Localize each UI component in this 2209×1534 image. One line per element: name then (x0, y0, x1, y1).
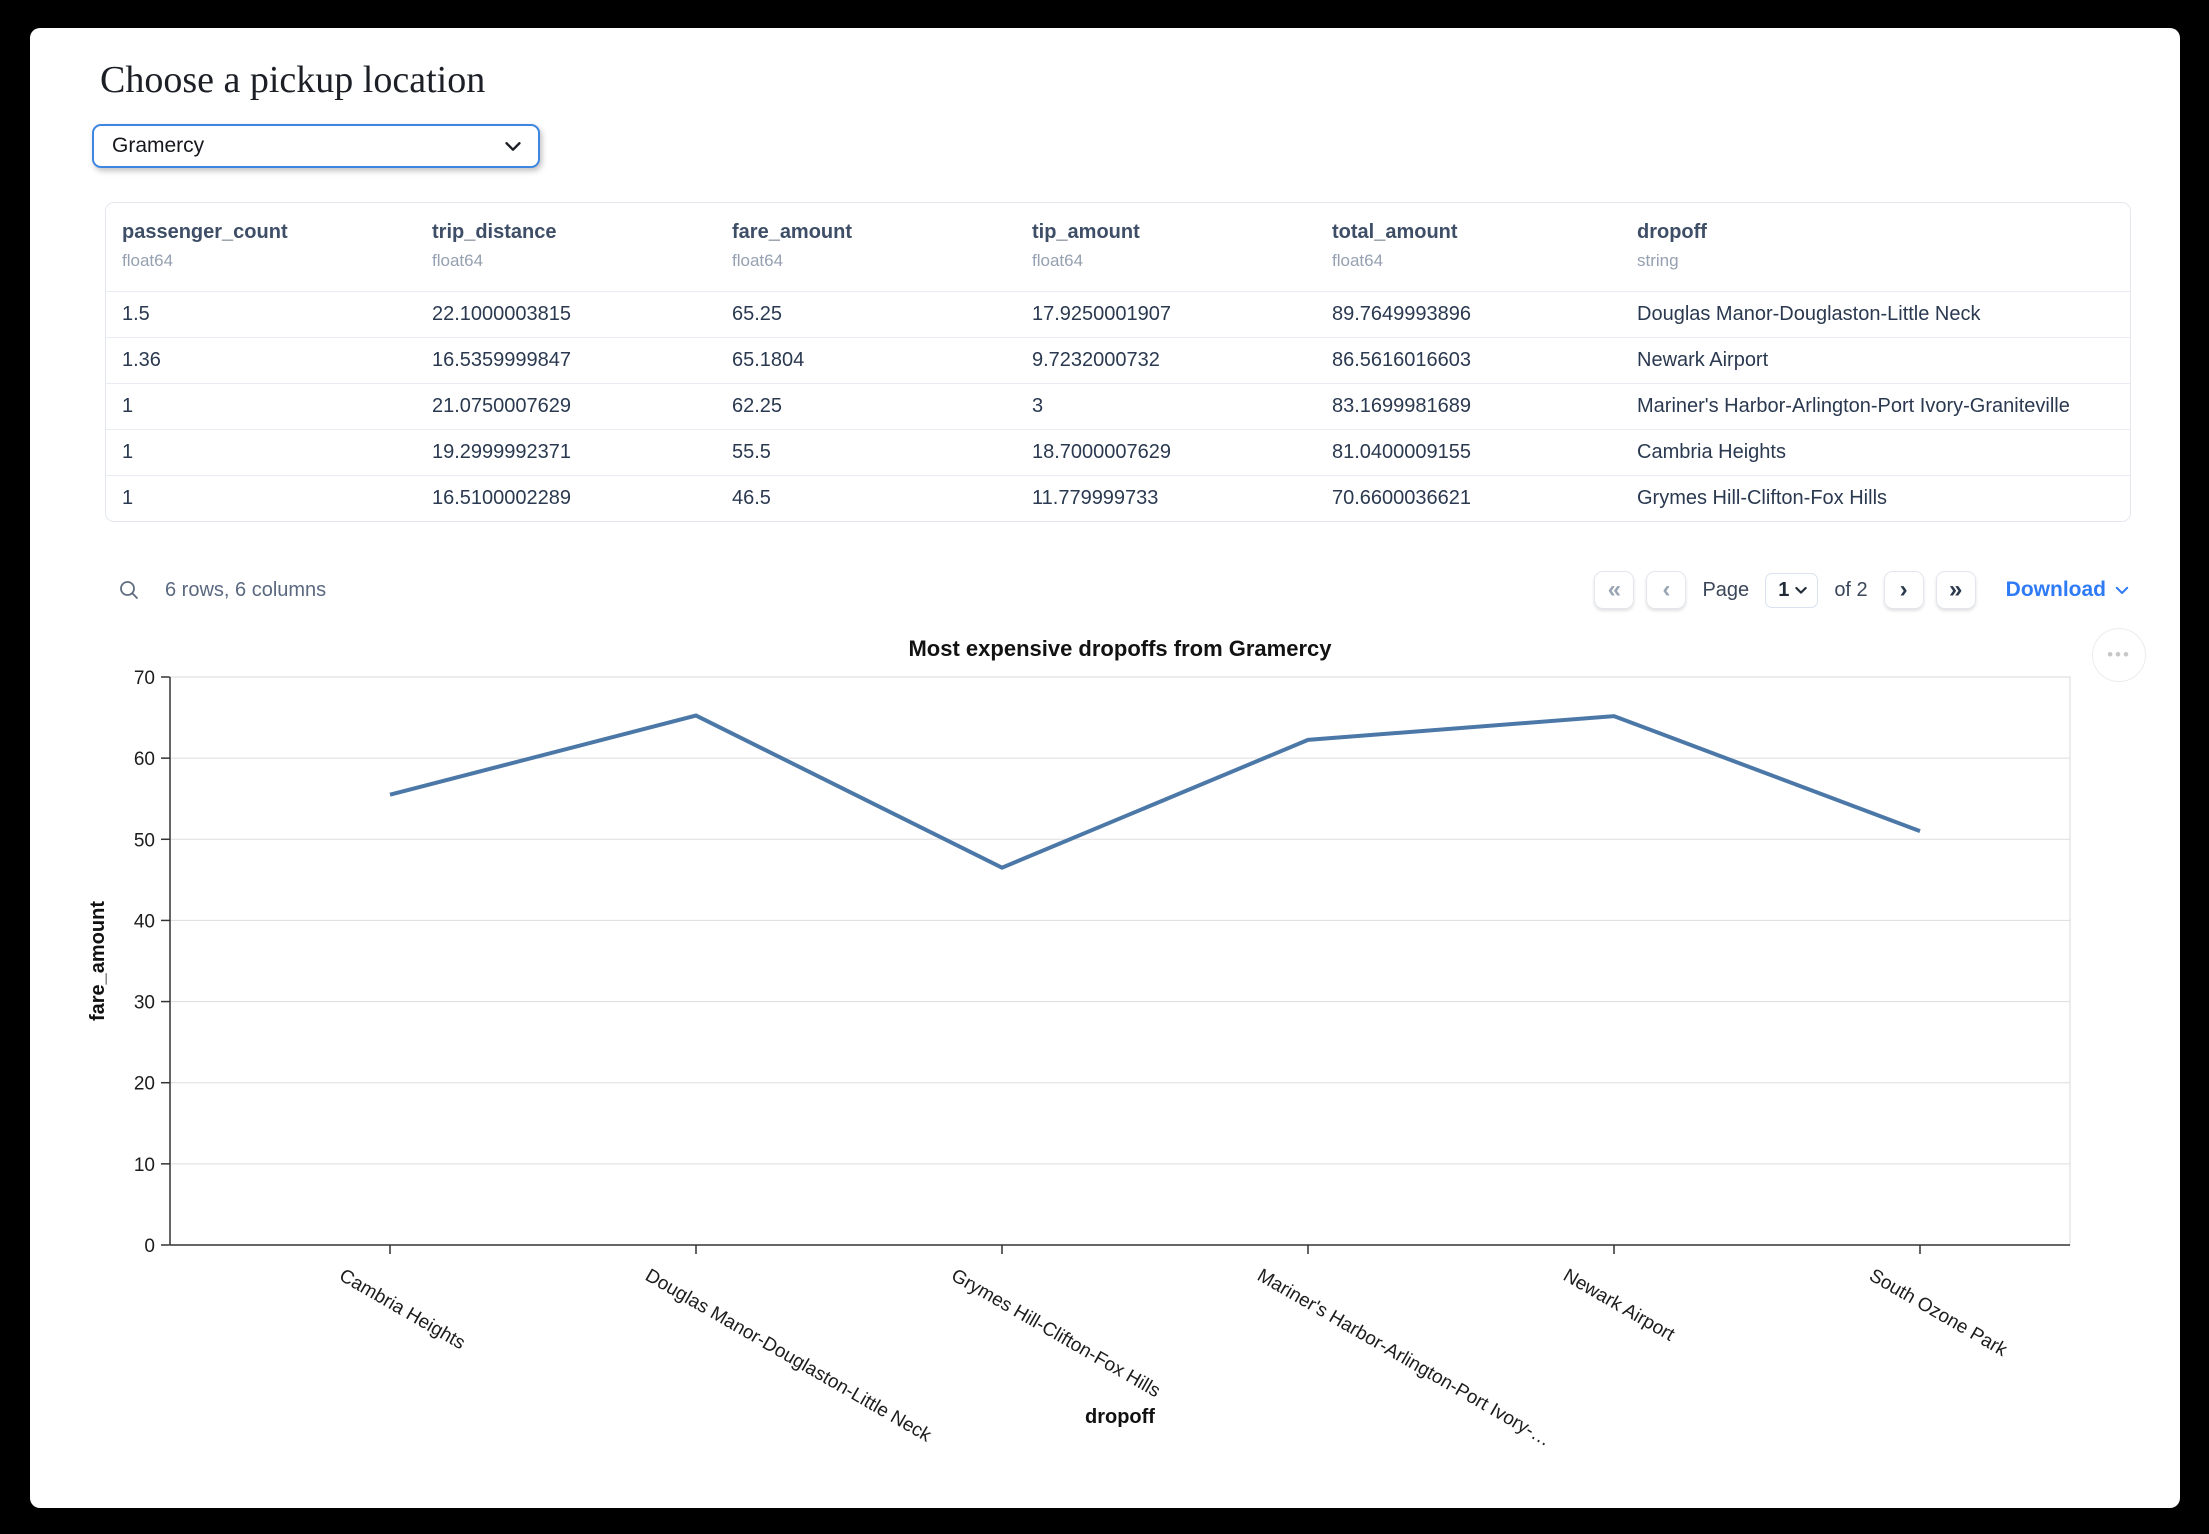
x-tick-label: Mariner's Harbor-Arlington-Port Ivory-… (1254, 1265, 1555, 1451)
search-icon[interactable] (117, 578, 141, 602)
table-row: 1 21.0750007629 62.25 3 83.1699981689 Ma… (106, 383, 2130, 429)
x-tick-label: Cambria Heights (336, 1265, 469, 1354)
app-card: Choose a pickup location Gramercy passen… (30, 28, 2180, 1508)
page-number-select[interactable]: 1 (1765, 572, 1819, 608)
chevron-down-icon (2113, 581, 2131, 599)
chart-more-options-button[interactable]: ••• (2092, 628, 2146, 682)
ellipsis-icon: ••• (2107, 645, 2131, 664)
first-page-button[interactable]: « (1594, 571, 1635, 609)
data-table: passenger_count float64 trip_distance fl… (105, 202, 2131, 522)
row-count-summary: 6 rows, 6 columns (165, 578, 327, 601)
pickup-location-select[interactable]: Gramercy (92, 124, 540, 168)
x-tick-label: Newark Airport (1560, 1265, 1679, 1346)
page-of-label: of 2 (1834, 578, 1868, 601)
y-tick-label: 40 (134, 911, 155, 932)
pickup-select-value: Gramercy (112, 134, 205, 157)
x-axis-title: dropoff (1085, 1406, 1155, 1428)
y-tick-label: 50 (134, 830, 155, 851)
y-tick-label: 30 (134, 993, 155, 1014)
chart-title: Most expensive dropoffs from Gramercy (908, 636, 1332, 661)
column-header-trip-distance[interactable]: trip_distance float64 (432, 221, 557, 270)
y-tick-label: 10 (134, 1155, 155, 1176)
y-axis-title: fare_amount (87, 901, 109, 1021)
table-row: 1.5 22.1000003815 65.25 17.9250001907 89… (106, 291, 2130, 337)
column-header-passenger-count[interactable]: passenger_count float64 (122, 221, 288, 270)
y-tick-label: 60 (134, 749, 155, 770)
page-title: Choose a pickup location (100, 59, 486, 101)
y-tick-label: 0 (144, 1236, 155, 1257)
table-footer: 6 rows, 6 columns « ‹ Page 1 of 2 › » Do… (105, 564, 2131, 616)
table-row: 1 16.5100002289 46.5 11.779999733 70.660… (106, 475, 2130, 521)
x-tick-label: South Ozone Park (1866, 1265, 2011, 1361)
fare-chart: 0 10 20 30 40 50 60 70 Cambria Heights Douglas Ma… (87, 668, 2071, 1451)
chevron-down-icon (502, 135, 524, 157)
page-label: Page (1702, 578, 1750, 601)
table-header-row: passenger_count float64 trip_distance fl… (106, 203, 2130, 291)
plot-border (169, 676, 2071, 1246)
column-header-fare-amount[interactable]: fare_amount float64 (732, 221, 853, 270)
y-tick-label: 20 (134, 1074, 155, 1095)
x-tick-label: Douglas Manor-Douglaston-Little Neck (642, 1265, 936, 1447)
download-button[interactable]: Download (2006, 578, 2131, 602)
column-header-total-amount[interactable]: total_amount float64 (1332, 221, 1458, 270)
table-row: 1 19.2999992371 55.5 18.7000007629 81.04… (106, 429, 2130, 475)
column-header-tip-amount[interactable]: tip_amount float64 (1032, 221, 1140, 270)
y-tick-label: 70 (134, 668, 155, 689)
column-header-dropoff[interactable]: dropoff string (1637, 221, 1707, 270)
previous-page-button[interactable]: ‹ (1646, 571, 1687, 609)
x-tick-label: Grymes Hill-Clifton-Fox Hills (948, 1265, 1164, 1402)
data-line (389, 713, 1921, 870)
next-page-button[interactable]: › (1883, 571, 1924, 609)
table-row: 1.36 16.5359999847 65.1804 9.7232000732 … (106, 337, 2130, 383)
last-page-button[interactable]: » (1935, 571, 1976, 609)
chevron-down-icon (1793, 582, 1809, 598)
